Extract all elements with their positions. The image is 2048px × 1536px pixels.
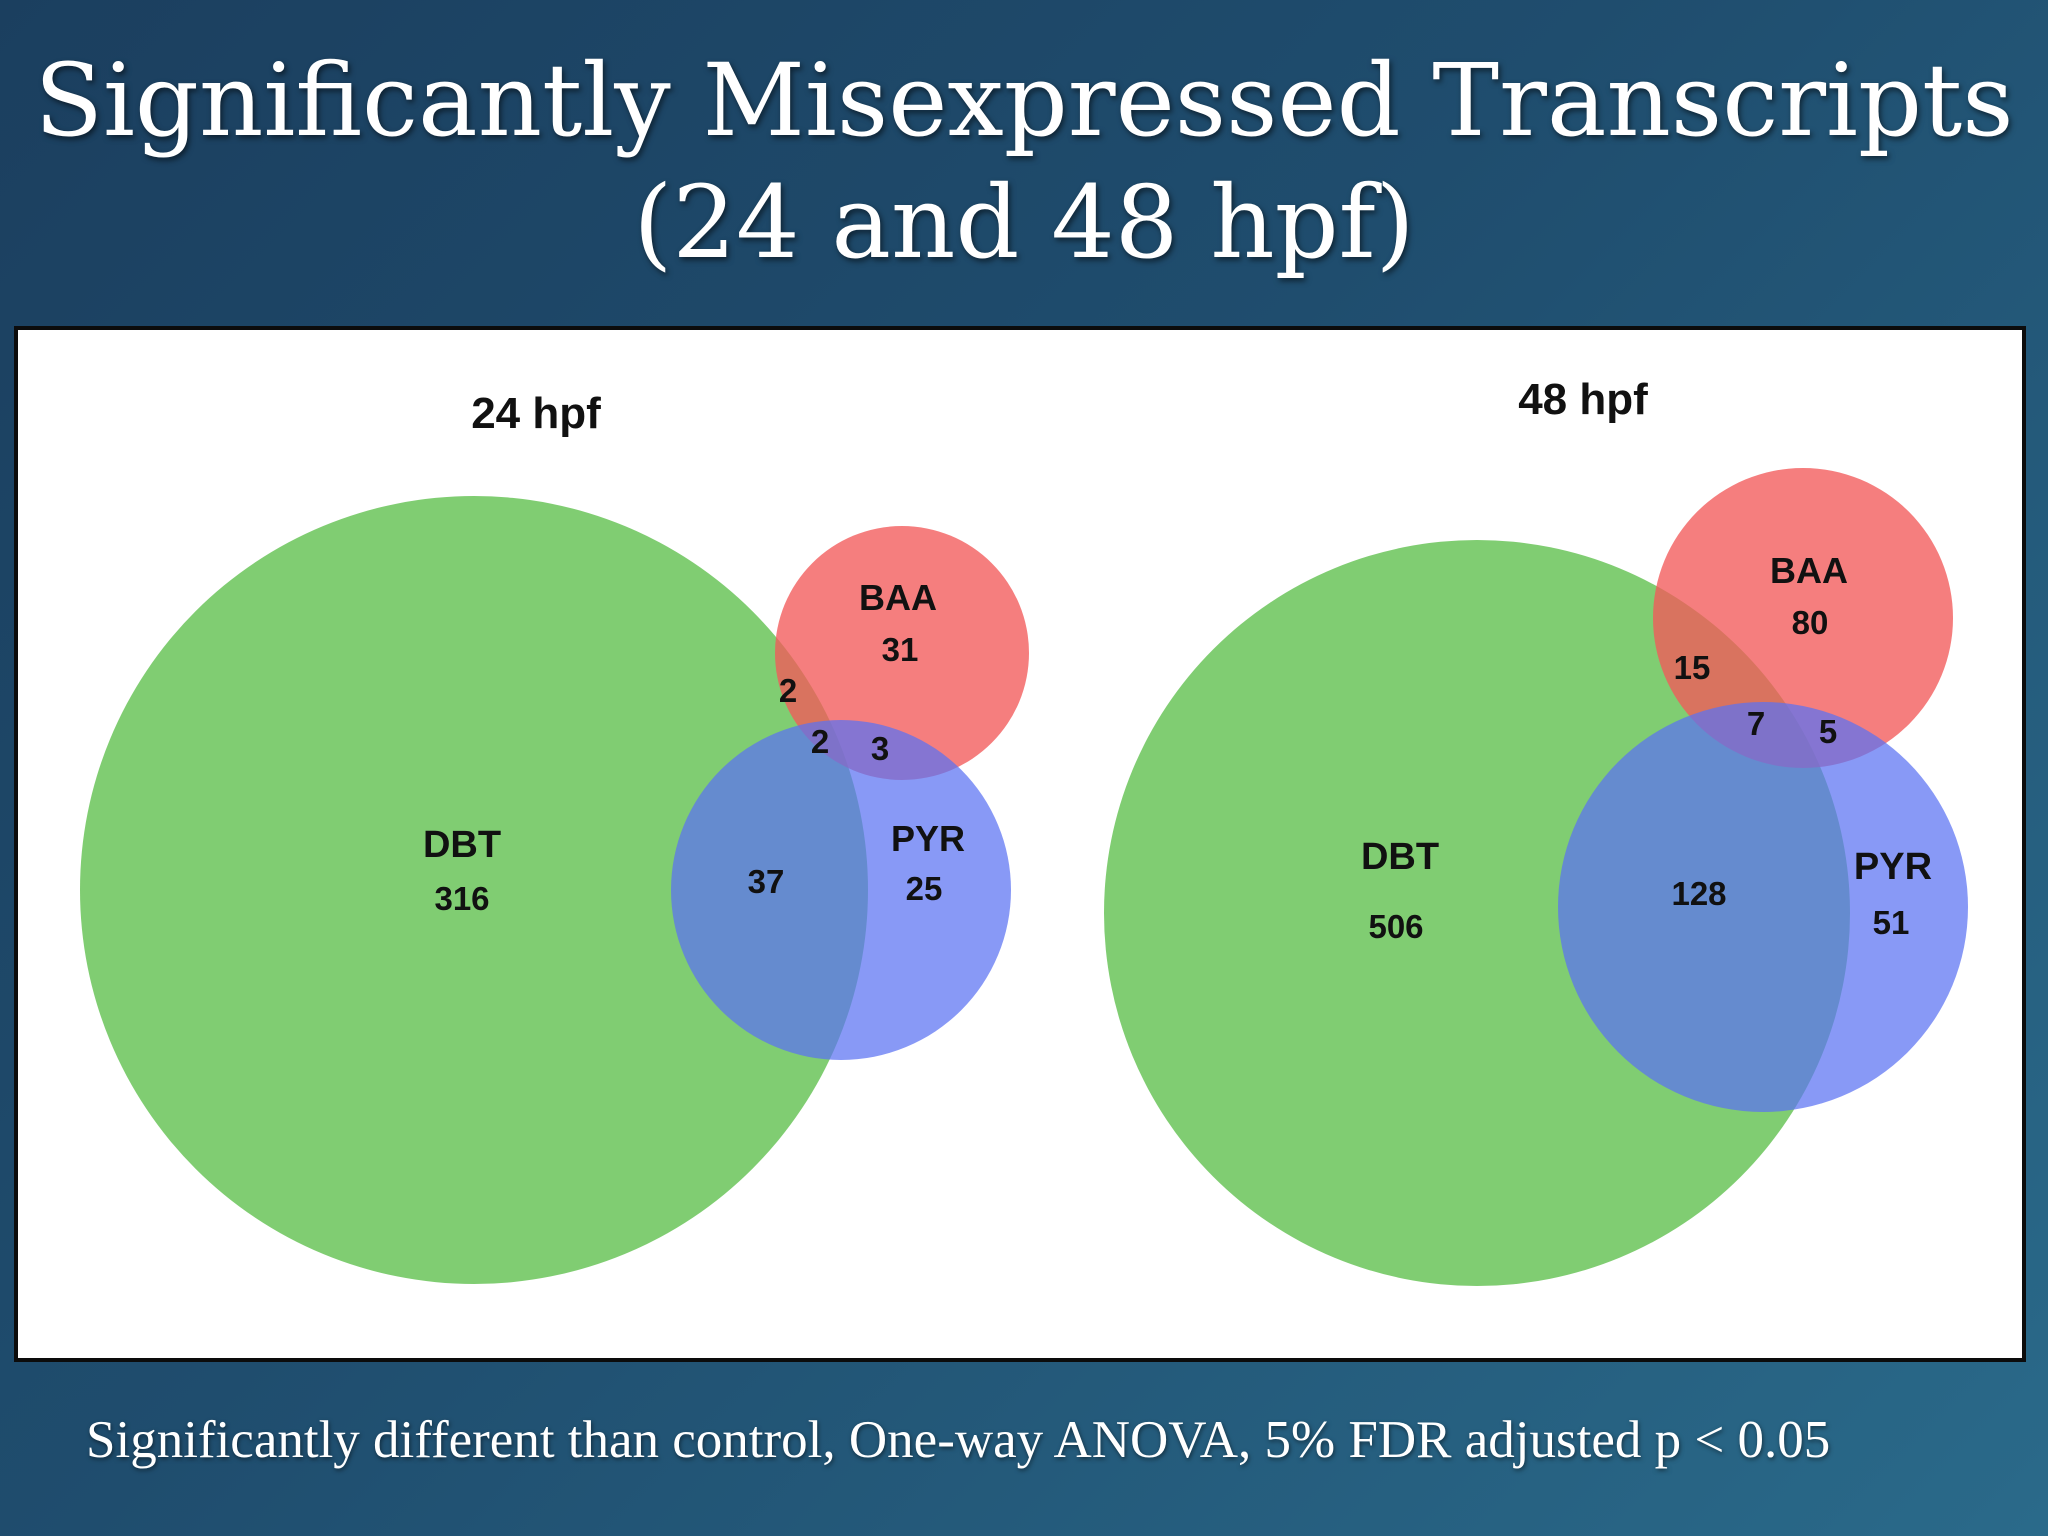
venn-48hpf-dbt-only-count: 506 — [1368, 908, 1423, 945]
venn-24hpf-pyr-label: PYR — [891, 818, 965, 859]
venn-48hpf-pyr-circle — [1558, 702, 1968, 1112]
venn-24hpf-baa-pyr-count: 3 — [871, 730, 889, 767]
venn-figure-panel: 24 hpf BAA 31 2 2 3 DBT 316 37 PYR 25 48… — [14, 326, 2026, 1362]
venn-48hpf-dbt-baa-pyr-count: 7 — [1747, 705, 1765, 742]
venn-48hpf-pyr-only-count: 51 — [1873, 904, 1910, 941]
venn-48hpf-baa-circle — [1653, 468, 1953, 768]
venn-48hpf-dbt-label: DBT — [1361, 836, 1439, 878]
venn-24hpf-dbt-baa-count: 2 — [779, 672, 797, 709]
slide-title: Significantly Misexpressed Transcripts (… — [0, 40, 2048, 284]
slide-title-line2: (24 and 48 hpf) — [633, 164, 1415, 281]
venn-48hpf-dbt-pyr-count: 128 — [1671, 875, 1726, 912]
venn-24hpf-dbt-label: DBT — [423, 824, 501, 866]
slide-title-line1: Significantly Misexpressed Transcripts — [34, 42, 2014, 159]
venn-48hpf-dbt-baa-count: 15 — [1674, 649, 1711, 686]
venn-48hpf-title: 48 hpf — [1518, 375, 1648, 424]
venn-24hpf-pyr-circle — [671, 720, 1011, 1060]
venn-48hpf-dbt-circle — [1104, 540, 1850, 1286]
venn-48hpf-baa-pyr-count: 5 — [1819, 713, 1837, 750]
venn-24hpf-dbt-circle — [80, 496, 868, 1284]
venn-24hpf-baa-only-count: 31 — [882, 631, 919, 668]
venn-24hpf-dbt-only-count: 316 — [434, 880, 489, 917]
footnote: Significantly different than control, On… — [86, 1411, 1831, 1469]
venn-48hpf: 48 hpf BAA 80 15 7 5 DBT 506 128 PYR 51 — [1104, 375, 1968, 1286]
venn-24hpf: 24 hpf BAA 31 2 2 3 DBT 316 37 PYR 25 — [80, 389, 1029, 1284]
venn-24hpf-dbt-pyr-count: 37 — [748, 863, 785, 900]
venn-48hpf-baa-only-count: 80 — [1792, 604, 1829, 641]
venn-figure: 24 hpf BAA 31 2 2 3 DBT 316 37 PYR 25 48… — [80, 375, 1968, 1286]
venn-48hpf-baa-label: BAA — [1770, 550, 1848, 591]
venn-24hpf-pyr-only-count: 25 — [906, 870, 943, 907]
venn-48hpf-pyr-label: PYR — [1854, 846, 1932, 888]
venn-24hpf-title: 24 hpf — [471, 389, 601, 438]
venn-24hpf-baa-circle — [775, 526, 1029, 780]
venn-24hpf-dbt-baa-pyr-count: 2 — [811, 723, 829, 760]
venn-24hpf-baa-label: BAA — [859, 577, 937, 618]
